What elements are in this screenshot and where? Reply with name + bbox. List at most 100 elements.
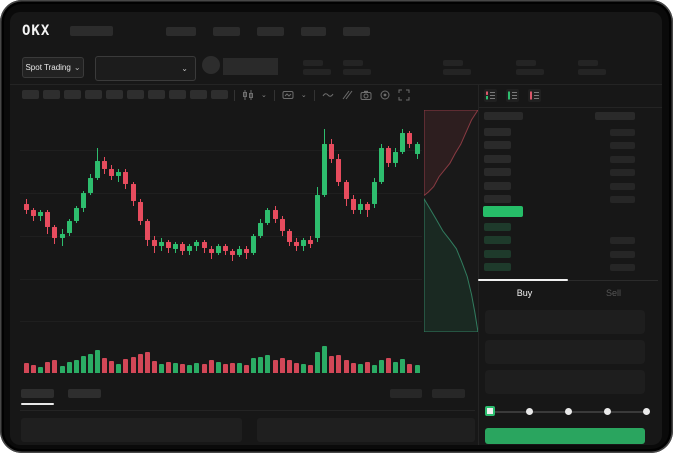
bid-row-price [484, 236, 511, 244]
book-combined-icon[interactable] [484, 89, 497, 102]
slider-stop-dot[interactable] [525, 408, 533, 415]
camera-icon[interactable] [360, 89, 372, 101]
volume-bar [95, 350, 100, 373]
timeframe-button[interactable] [43, 90, 60, 99]
nav-menu-item[interactable] [213, 27, 240, 36]
book-bids-icon[interactable] [506, 89, 519, 102]
slider-stop-dot[interactable] [642, 408, 650, 415]
nav-menu-item[interactable] [343, 27, 370, 36]
settings-gear-icon[interactable] [379, 89, 391, 101]
volume-bar [350, 362, 356, 373]
chart-gridline [20, 321, 422, 323]
candle [87, 177, 93, 193]
trade-input-field[interactable] [485, 340, 645, 364]
volume-bar [308, 364, 313, 373]
coin-icon [202, 56, 220, 74]
ask-row-amount [610, 168, 635, 176]
stat-label-placeholder [443, 60, 463, 66]
chevron-down-icon: ⌄ [73, 62, 81, 72]
trade-input-field[interactable] [485, 370, 645, 394]
volume-bar [343, 359, 349, 373]
candle [215, 246, 221, 253]
slider-handle[interactable] [485, 406, 495, 416]
pair-dropdown[interactable]: ⌄ [95, 56, 196, 81]
timeframe-button[interactable] [127, 90, 144, 99]
ask-row-price [484, 128, 511, 136]
timeframe-button[interactable] [64, 90, 81, 99]
volume-bar [215, 362, 221, 373]
candle [400, 133, 406, 153]
book-asks-icon[interactable] [528, 89, 541, 102]
trade-input-field[interactable] [485, 310, 645, 334]
timeframe-button[interactable] [85, 90, 102, 99]
ask-row-amount [610, 195, 635, 203]
fullscreen-icon[interactable] [398, 89, 410, 101]
tab-buy[interactable]: Buy [516, 288, 533, 298]
volume-bar [59, 366, 65, 373]
timeframe-button[interactable] [169, 90, 186, 99]
ask-row-amount [610, 128, 635, 136]
timeframe-button[interactable] [211, 90, 228, 99]
market-type-dropdown[interactable]: Spot Trading ⌄ [22, 57, 84, 78]
divider [234, 89, 235, 101]
candle [229, 250, 235, 255]
volume-bar [73, 359, 79, 373]
buy-submit-button[interactable] [485, 428, 645, 444]
timeframe-buttons[interactable] [22, 90, 228, 99]
candle [258, 222, 264, 236]
candle [237, 248, 242, 255]
candlestick-chart[interactable] [20, 112, 422, 332]
candle [393, 152, 399, 163]
slider-stop-dot[interactable] [564, 408, 572, 415]
last-price-badge[interactable] [483, 206, 523, 217]
volume-bar [187, 364, 193, 373]
candle [222, 246, 228, 251]
bottom-tab-1[interactable] [21, 389, 54, 398]
candle [45, 212, 51, 228]
bottom-panel-left [21, 418, 242, 442]
bottom-action-pill-1[interactable] [390, 389, 422, 398]
volume-bar [393, 361, 399, 373]
bottom-panel-right [257, 418, 475, 442]
timeframe-button[interactable] [190, 90, 207, 99]
orderbook-col-header-price [484, 112, 523, 120]
chart-toolbar-icons: ⌄ ⌄ [234, 87, 410, 103]
chevron-down-icon[interactable]: ⌄ [300, 92, 307, 99]
chart-gridline [20, 150, 422, 152]
volume-bar [66, 361, 72, 373]
nav-menu-item[interactable] [166, 27, 196, 36]
volume-bar [322, 345, 328, 373]
volume-bar [151, 360, 157, 373]
chevron-down-icon[interactable]: ⌄ [261, 92, 267, 99]
candle [173, 244, 179, 249]
ticker-stat [343, 60, 373, 75]
draw-tool-icon[interactable] [341, 89, 353, 101]
slider-stop-dot[interactable] [603, 408, 611, 415]
line-tool-icon[interactable] [322, 89, 334, 101]
orderbook-header-divider [478, 107, 662, 108]
candle [308, 240, 313, 245]
bottom-action-pill-2[interactable] [432, 389, 465, 398]
bid-row-amount [610, 263, 635, 271]
top-nav-menu [166, 27, 370, 36]
ticker-stat [516, 60, 546, 75]
stat-label-placeholder [343, 60, 363, 66]
indicator-icon[interactable] [282, 89, 294, 101]
ticker-stat [443, 60, 473, 75]
timeframe-button[interactable] [22, 90, 39, 99]
orderbook-view-toggles [484, 89, 541, 102]
bottom-tab-2[interactable] [68, 389, 101, 398]
bid-row-price [484, 250, 511, 258]
nav-menu-item[interactable] [301, 27, 326, 36]
candle-type-icon[interactable] [242, 89, 254, 101]
volume-bar [102, 357, 108, 373]
candle [286, 231, 292, 243]
candle [244, 248, 250, 253]
timeframe-button[interactable] [148, 90, 165, 99]
tab-sell[interactable]: Sell [605, 288, 621, 298]
nav-menu-item[interactable] [257, 27, 284, 36]
chart-gridline [20, 235, 422, 237]
timeframe-button[interactable] [106, 90, 123, 99]
divider [273, 89, 275, 101]
